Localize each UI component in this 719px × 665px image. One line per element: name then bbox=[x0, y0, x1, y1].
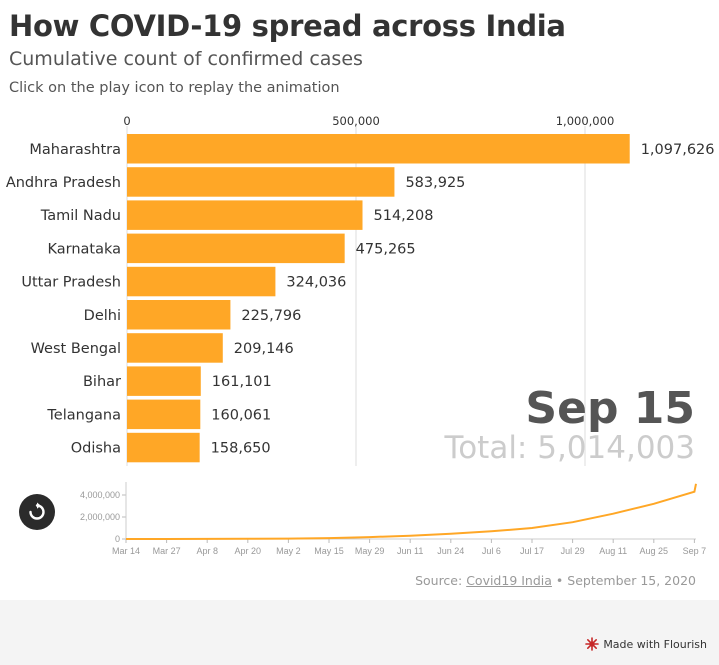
bar bbox=[127, 300, 231, 330]
category-label: Odisha bbox=[71, 441, 121, 457]
bar bbox=[127, 266, 276, 297]
value-label: 209,146 bbox=[234, 341, 294, 357]
source-suffix: • September 15, 2020 bbox=[551, 573, 696, 588]
y-tick-label: 4,000,000 bbox=[80, 490, 120, 500]
chart-title: How COVID-19 spread across India bbox=[9, 9, 566, 43]
bar bbox=[127, 399, 201, 430]
value-label: 158,650 bbox=[211, 441, 271, 457]
source-prefix: Source: bbox=[415, 573, 467, 588]
x-tick-label: Jun 24 bbox=[437, 546, 464, 556]
chart-note: Click on the play icon to replay the ani… bbox=[9, 80, 340, 96]
bar-race-chart: 0 500,000 1,000,000 Maharashtra 1,097,626 And… bbox=[6, 114, 715, 466]
category-label: Andhra Pradesh bbox=[6, 175, 121, 191]
value-label: 160,061 bbox=[211, 407, 271, 423]
source-link[interactable]: Covid19 India bbox=[466, 573, 552, 588]
value-label: 1,097,626 bbox=[641, 142, 715, 158]
bar bbox=[127, 200, 363, 230]
flourish-logo-icon bbox=[585, 637, 600, 651]
x-tick-label: Sep 7 bbox=[683, 546, 707, 556]
category-label: West Bengal bbox=[31, 341, 121, 357]
value-label: 225,796 bbox=[241, 308, 301, 324]
category-label: Tamil Nadu bbox=[40, 208, 121, 224]
x-tick-label: Aug 11 bbox=[599, 546, 627, 556]
category-label: Maharashtra bbox=[29, 142, 121, 158]
chart-panel bbox=[0, 0, 719, 600]
x-tick-label: Jun 11 bbox=[397, 546, 423, 556]
category-label: Bihar bbox=[83, 374, 121, 390]
source-note: Source: Covid19 India • September 15, 20… bbox=[415, 573, 696, 588]
x-tick-label: Mar 27 bbox=[153, 546, 181, 556]
x-tick-label: Apr 20 bbox=[235, 546, 262, 556]
flourish-label: Made with Flourish bbox=[603, 637, 707, 651]
value-label: 161,101 bbox=[212, 374, 272, 390]
bar bbox=[127, 233, 345, 264]
timeline-chart[interactable]: 0 2,000,000 4,000,000 Mar 14 Mar 27 Apr 8 Apr … bbox=[0, 480, 719, 565]
x-tick-label: May 2 bbox=[276, 546, 301, 556]
bar bbox=[127, 134, 630, 164]
x-tick-label: Jul 29 bbox=[561, 546, 585, 556]
x-tick-label: 1,000,000 bbox=[556, 114, 615, 128]
y-tick-label: 0 bbox=[115, 534, 120, 544]
current-date-label: Sep 15 bbox=[525, 383, 695, 434]
series-line bbox=[125, 483, 697, 541]
x-tick-label: Apr 8 bbox=[196, 546, 218, 556]
value-label: 475,265 bbox=[356, 241, 416, 257]
category-label: Uttar Pradesh bbox=[21, 275, 121, 291]
value-label: 514,208 bbox=[374, 208, 434, 224]
x-tick-label: Jul 17 bbox=[520, 546, 544, 556]
bar bbox=[127, 432, 200, 463]
x-tick-label: Mar 14 bbox=[112, 546, 140, 556]
x-tick-label: Aug 25 bbox=[640, 546, 669, 556]
value-label: 583,925 bbox=[405, 175, 465, 191]
y-tick-label: 2,000,000 bbox=[80, 512, 120, 522]
bar bbox=[127, 366, 201, 396]
total-count-label: Total: 5,014,003 bbox=[444, 430, 695, 466]
category-label: Delhi bbox=[84, 308, 121, 324]
category-label: Telangana bbox=[46, 407, 121, 423]
x-tick-label: May 29 bbox=[355, 546, 385, 556]
chart-subtitle: Cumulative count of confirmed cases bbox=[9, 48, 363, 70]
made-with-flourish[interactable]: Made with Flourish bbox=[585, 637, 707, 651]
bar bbox=[127, 167, 395, 197]
category-label: Karnataka bbox=[47, 241, 121, 257]
replay-icon bbox=[29, 502, 45, 520]
value-label: 324,036 bbox=[286, 275, 346, 291]
bar bbox=[127, 333, 223, 363]
x-tick-label: 500,000 bbox=[332, 114, 380, 128]
x-tick-label: 0 bbox=[123, 114, 130, 128]
replay-button[interactable] bbox=[19, 494, 55, 530]
x-tick-label: May 15 bbox=[314, 546, 344, 556]
x-tick-label: Jul 6 bbox=[482, 546, 501, 556]
